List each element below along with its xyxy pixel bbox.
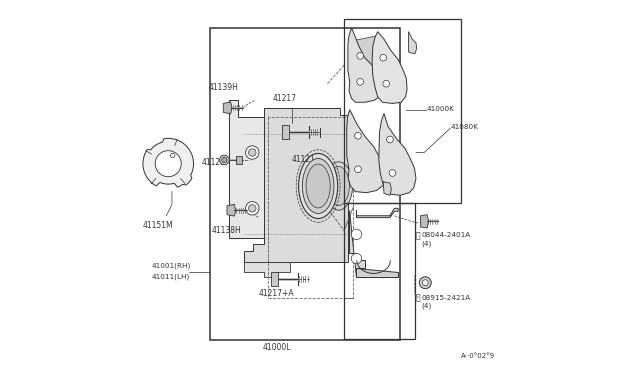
Polygon shape — [229, 100, 271, 238]
Circle shape — [357, 78, 364, 85]
Circle shape — [246, 146, 259, 159]
Bar — [344, 19, 461, 203]
Circle shape — [355, 166, 362, 173]
Text: (4): (4) — [422, 240, 432, 247]
Ellipse shape — [324, 162, 353, 210]
Polygon shape — [420, 215, 429, 228]
Circle shape — [387, 136, 394, 143]
Ellipse shape — [299, 153, 338, 219]
Polygon shape — [347, 110, 385, 193]
Text: 41128: 41128 — [202, 158, 226, 167]
Text: 41000K: 41000K — [427, 106, 454, 112]
Polygon shape — [356, 208, 398, 218]
Circle shape — [156, 151, 181, 177]
Circle shape — [351, 229, 362, 240]
Ellipse shape — [302, 158, 334, 214]
Polygon shape — [282, 125, 289, 139]
Polygon shape — [349, 210, 365, 277]
Circle shape — [380, 54, 387, 61]
Bar — [211, 28, 400, 340]
Text: 41000L: 41000L — [263, 343, 291, 352]
Text: 41151M: 41151M — [143, 221, 173, 230]
Text: A··0°02°9: A··0°02°9 — [461, 353, 495, 359]
Ellipse shape — [306, 164, 330, 208]
Circle shape — [389, 170, 396, 176]
Text: 08915-2421A: 08915-2421A — [422, 295, 471, 301]
Circle shape — [351, 253, 362, 264]
Circle shape — [248, 205, 256, 212]
Text: 41001(RH): 41001(RH) — [152, 263, 191, 269]
Polygon shape — [271, 272, 278, 286]
Polygon shape — [383, 182, 392, 195]
Polygon shape — [236, 156, 241, 164]
Text: Ⓦ: Ⓦ — [415, 293, 420, 302]
Text: 41121: 41121 — [291, 155, 315, 164]
Circle shape — [246, 202, 259, 215]
Polygon shape — [348, 28, 381, 102]
Polygon shape — [379, 113, 416, 195]
Circle shape — [383, 80, 390, 87]
Polygon shape — [372, 32, 407, 103]
Circle shape — [355, 132, 362, 139]
Text: 41080K: 41080K — [451, 124, 479, 130]
Circle shape — [419, 277, 431, 289]
Polygon shape — [351, 35, 380, 95]
Text: 41139H: 41139H — [209, 83, 238, 92]
Bar — [344, 203, 415, 339]
Text: Ⓑ: Ⓑ — [415, 231, 420, 240]
Polygon shape — [244, 108, 348, 262]
Text: 41138H: 41138H — [212, 226, 242, 235]
Text: (4): (4) — [422, 302, 432, 309]
Circle shape — [222, 157, 227, 163]
Polygon shape — [143, 138, 193, 187]
Text: 08044-2401A: 08044-2401A — [422, 232, 471, 238]
Text: 41217+A: 41217+A — [259, 289, 294, 298]
Circle shape — [422, 280, 428, 286]
Ellipse shape — [328, 166, 349, 205]
Circle shape — [248, 149, 256, 156]
Polygon shape — [227, 204, 236, 216]
Polygon shape — [223, 102, 232, 114]
Text: 41011(LH): 41011(LH) — [152, 274, 190, 280]
Circle shape — [220, 155, 229, 165]
Polygon shape — [356, 268, 398, 277]
Circle shape — [170, 153, 175, 158]
Circle shape — [357, 52, 364, 59]
Polygon shape — [408, 32, 417, 54]
Polygon shape — [244, 262, 291, 277]
Text: 41217: 41217 — [273, 94, 297, 103]
